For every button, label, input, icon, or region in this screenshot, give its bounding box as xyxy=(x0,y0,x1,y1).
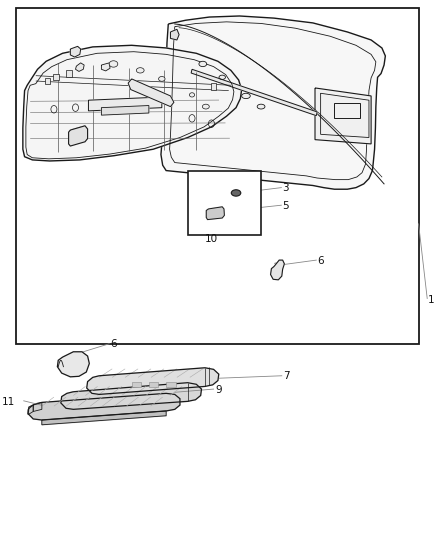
Ellipse shape xyxy=(219,75,226,79)
Bar xyxy=(16,8,420,344)
Bar xyxy=(211,83,216,90)
Bar xyxy=(53,74,59,80)
Ellipse shape xyxy=(199,61,207,67)
Bar xyxy=(45,78,50,84)
Polygon shape xyxy=(42,411,166,425)
Bar xyxy=(166,382,176,387)
Text: 6: 6 xyxy=(317,256,324,265)
Polygon shape xyxy=(206,207,224,220)
Polygon shape xyxy=(71,46,81,57)
Bar xyxy=(67,70,72,77)
Text: 5: 5 xyxy=(283,201,289,211)
Ellipse shape xyxy=(242,93,250,99)
Text: 10: 10 xyxy=(205,234,219,244)
Bar xyxy=(188,171,261,235)
Text: 11: 11 xyxy=(2,397,15,407)
Ellipse shape xyxy=(202,104,209,109)
Polygon shape xyxy=(75,63,84,71)
Polygon shape xyxy=(102,63,110,71)
Bar xyxy=(149,382,159,387)
Bar xyxy=(131,382,141,387)
Polygon shape xyxy=(23,45,242,161)
Ellipse shape xyxy=(257,104,265,109)
Ellipse shape xyxy=(189,93,194,97)
Text: 7: 7 xyxy=(283,372,290,381)
Polygon shape xyxy=(102,106,149,115)
Polygon shape xyxy=(161,16,385,189)
Polygon shape xyxy=(87,368,219,394)
Text: 3: 3 xyxy=(283,183,289,193)
Polygon shape xyxy=(271,260,284,280)
Bar xyxy=(335,103,360,118)
Polygon shape xyxy=(191,69,317,116)
Polygon shape xyxy=(88,97,162,111)
Ellipse shape xyxy=(136,68,144,73)
Polygon shape xyxy=(170,29,179,40)
Polygon shape xyxy=(128,79,174,107)
Polygon shape xyxy=(315,88,371,144)
Ellipse shape xyxy=(159,76,165,82)
Polygon shape xyxy=(69,126,88,146)
Polygon shape xyxy=(28,393,180,420)
Text: 6: 6 xyxy=(110,339,117,349)
Ellipse shape xyxy=(231,190,241,196)
Text: 1: 1 xyxy=(428,295,434,305)
Text: 9: 9 xyxy=(215,385,222,394)
Polygon shape xyxy=(61,383,201,409)
Ellipse shape xyxy=(109,61,118,67)
Polygon shape xyxy=(57,352,89,377)
